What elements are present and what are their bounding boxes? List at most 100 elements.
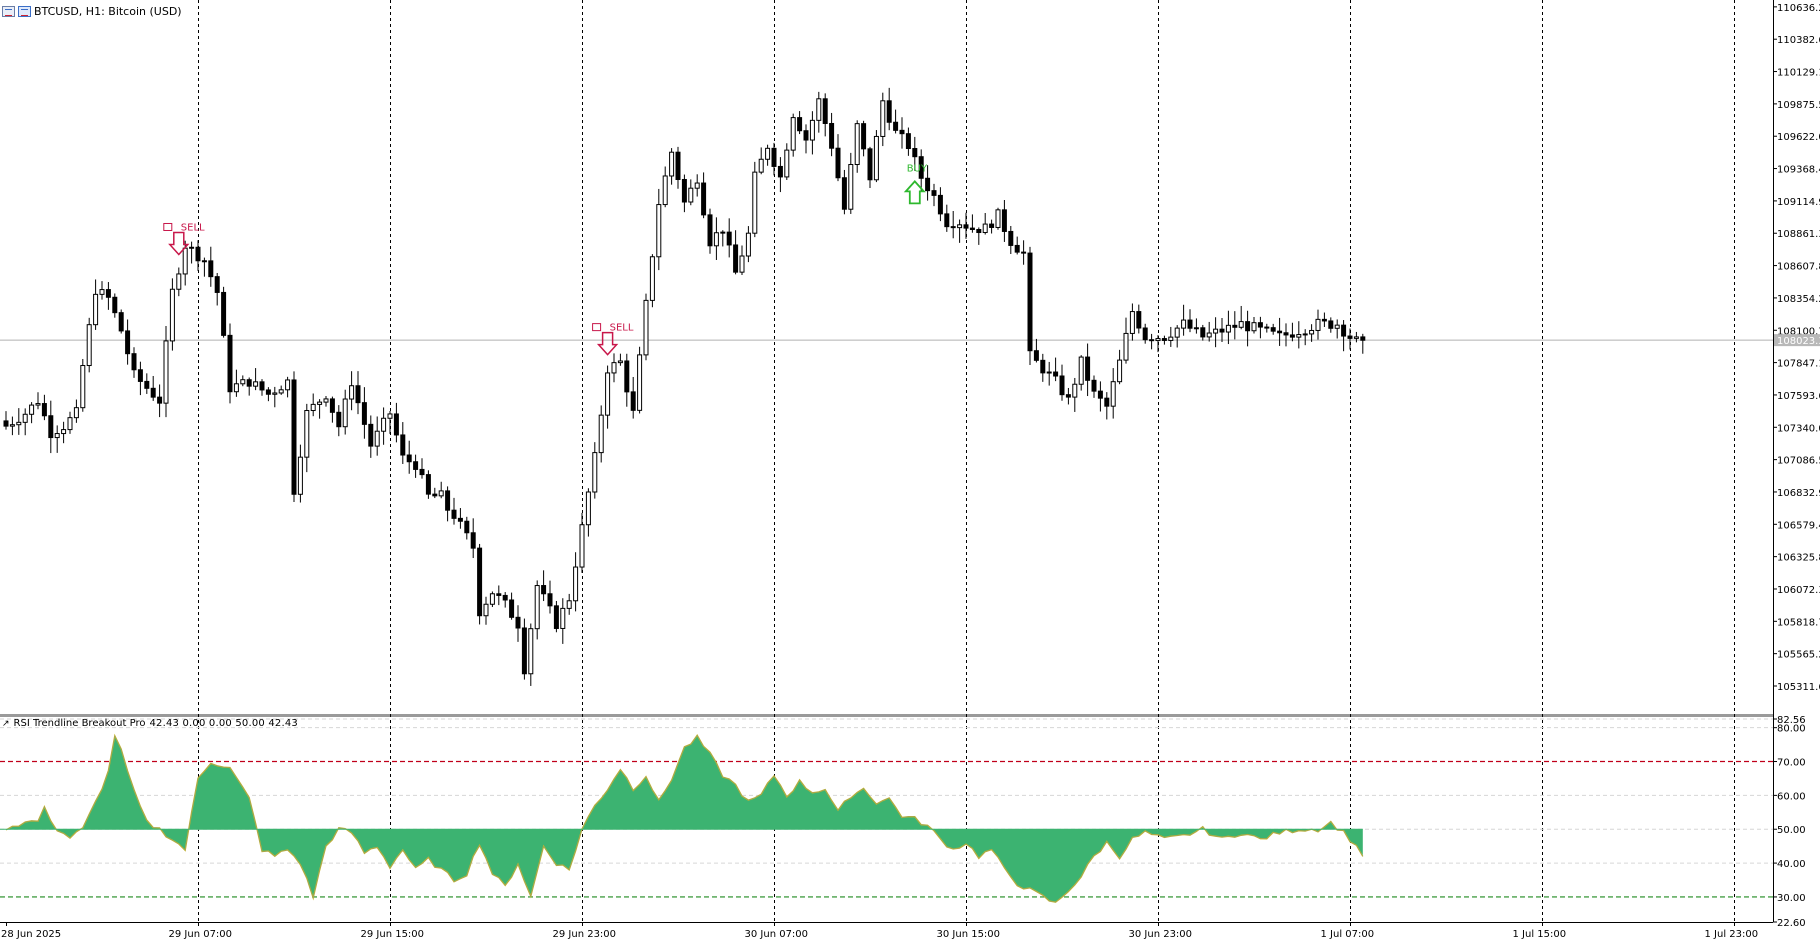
candle-body — [905, 133, 911, 150]
candle-body — [406, 454, 412, 463]
candle-body — [470, 532, 476, 549]
time-axis-label: 29 Jun 07:00 — [169, 929, 233, 940]
candle-body — [41, 403, 47, 417]
candle-body — [566, 600, 572, 609]
candle-body — [349, 385, 355, 400]
candle-body — [80, 365, 86, 409]
candle-body — [1014, 244, 1020, 253]
candle-body — [317, 401, 323, 405]
candle-body — [707, 214, 713, 247]
candle-body — [873, 135, 879, 181]
indicator-axis-label: 22.60 — [1777, 918, 1806, 929]
sell-arrow-icon — [168, 231, 190, 256]
candle-body — [854, 123, 860, 166]
current-price-tag — [1774, 334, 1820, 347]
candle-body — [982, 223, 988, 234]
candle-body — [54, 433, 60, 439]
candle-body — [201, 260, 207, 263]
candle-body — [643, 299, 649, 356]
time-axis-label: 29 Jun 23:00 — [553, 929, 617, 940]
candle-body — [1123, 332, 1129, 361]
candle-body — [150, 387, 156, 398]
candle-body — [1001, 209, 1007, 232]
candle-body — [67, 417, 73, 431]
candle-body — [329, 398, 335, 413]
candle-body — [541, 585, 547, 595]
candle-body — [1117, 359, 1123, 383]
chart-window-icon[interactable] — [2, 5, 15, 17]
price-axis-label: 106072.30 — [1777, 585, 1820, 596]
candle-body — [105, 289, 111, 298]
time-axis-label: 1 Jul 15:00 — [1513, 929, 1567, 940]
candle-body — [163, 340, 169, 404]
rsi-line-shadow — [5, 734, 1364, 903]
candle-body — [457, 517, 463, 522]
candle-body — [1129, 311, 1135, 334]
candle-body — [675, 151, 681, 180]
candle-body — [477, 547, 483, 617]
indicator-pin-icon[interactable]: ↗ — [2, 718, 10, 729]
candle-body — [297, 456, 303, 495]
candle-body — [1040, 359, 1046, 374]
candle-body — [1008, 230, 1014, 246]
price-axis-label: 106325.85 — [1777, 553, 1820, 564]
candle-body — [611, 362, 617, 374]
candle-body — [880, 100, 886, 137]
candle-body — [502, 594, 508, 601]
candle-body — [1085, 356, 1091, 381]
candle-body — [221, 291, 227, 336]
candle-body — [1257, 322, 1263, 328]
candle-body — [1065, 394, 1071, 398]
candle-body — [598, 414, 604, 454]
indicator-axis-label: 50.00 — [1777, 825, 1806, 836]
candle-body — [963, 224, 969, 229]
candle-body — [1315, 318, 1321, 331]
candle-body — [1155, 338, 1161, 342]
time-axis-label: 1 Jul 23:00 — [1705, 929, 1759, 940]
candle-body — [137, 369, 143, 382]
candle-body — [688, 187, 694, 203]
candle-body — [413, 461, 419, 470]
candle-body — [125, 330, 131, 355]
candle-body — [272, 392, 278, 395]
candle-body — [1219, 328, 1225, 333]
candle-body — [112, 296, 118, 314]
candle-body — [381, 417, 387, 432]
indicator-axis-label: 40.00 — [1777, 859, 1806, 870]
candle-body — [285, 379, 291, 391]
time-axis-label: 30 Jun 23:00 — [1129, 929, 1193, 940]
candle-body — [304, 410, 310, 458]
candle-body — [361, 402, 367, 425]
candle-body — [483, 603, 489, 617]
candle-body — [995, 209, 1001, 228]
candle-body — [835, 147, 841, 179]
candle-body — [720, 231, 726, 234]
current-price-label: 108023.36 — [1777, 336, 1820, 347]
candle-body — [649, 256, 655, 301]
candle-body — [912, 148, 918, 158]
candle-body — [1059, 375, 1065, 396]
candle-body — [1033, 350, 1039, 361]
indicator-axis-label: 70.00 — [1777, 758, 1806, 769]
candle-body — [1302, 333, 1308, 336]
candle-body — [1341, 324, 1347, 337]
sell-signal-box — [163, 222, 173, 231]
candle-body — [233, 383, 239, 393]
candle-body — [1353, 336, 1359, 339]
sell-signal-label: SELL — [610, 323, 634, 334]
candle-body — [3, 420, 9, 427]
price-axis-label: 107847.15 — [1777, 359, 1820, 370]
candle-body — [227, 334, 233, 393]
candle-body — [1021, 251, 1027, 254]
indicator-axis-label: 82.56 — [1777, 715, 1806, 726]
candle-body — [157, 396, 163, 404]
price-axis-label: 105311.65 — [1777, 682, 1820, 693]
sell-signal-label: SELL — [181, 222, 205, 233]
price-axis-label: 110636.20 — [1777, 3, 1820, 14]
candle-body — [1328, 320, 1334, 329]
chart-type-icon[interactable] — [18, 5, 31, 17]
candle-body — [432, 493, 438, 497]
candle-body — [893, 121, 899, 131]
